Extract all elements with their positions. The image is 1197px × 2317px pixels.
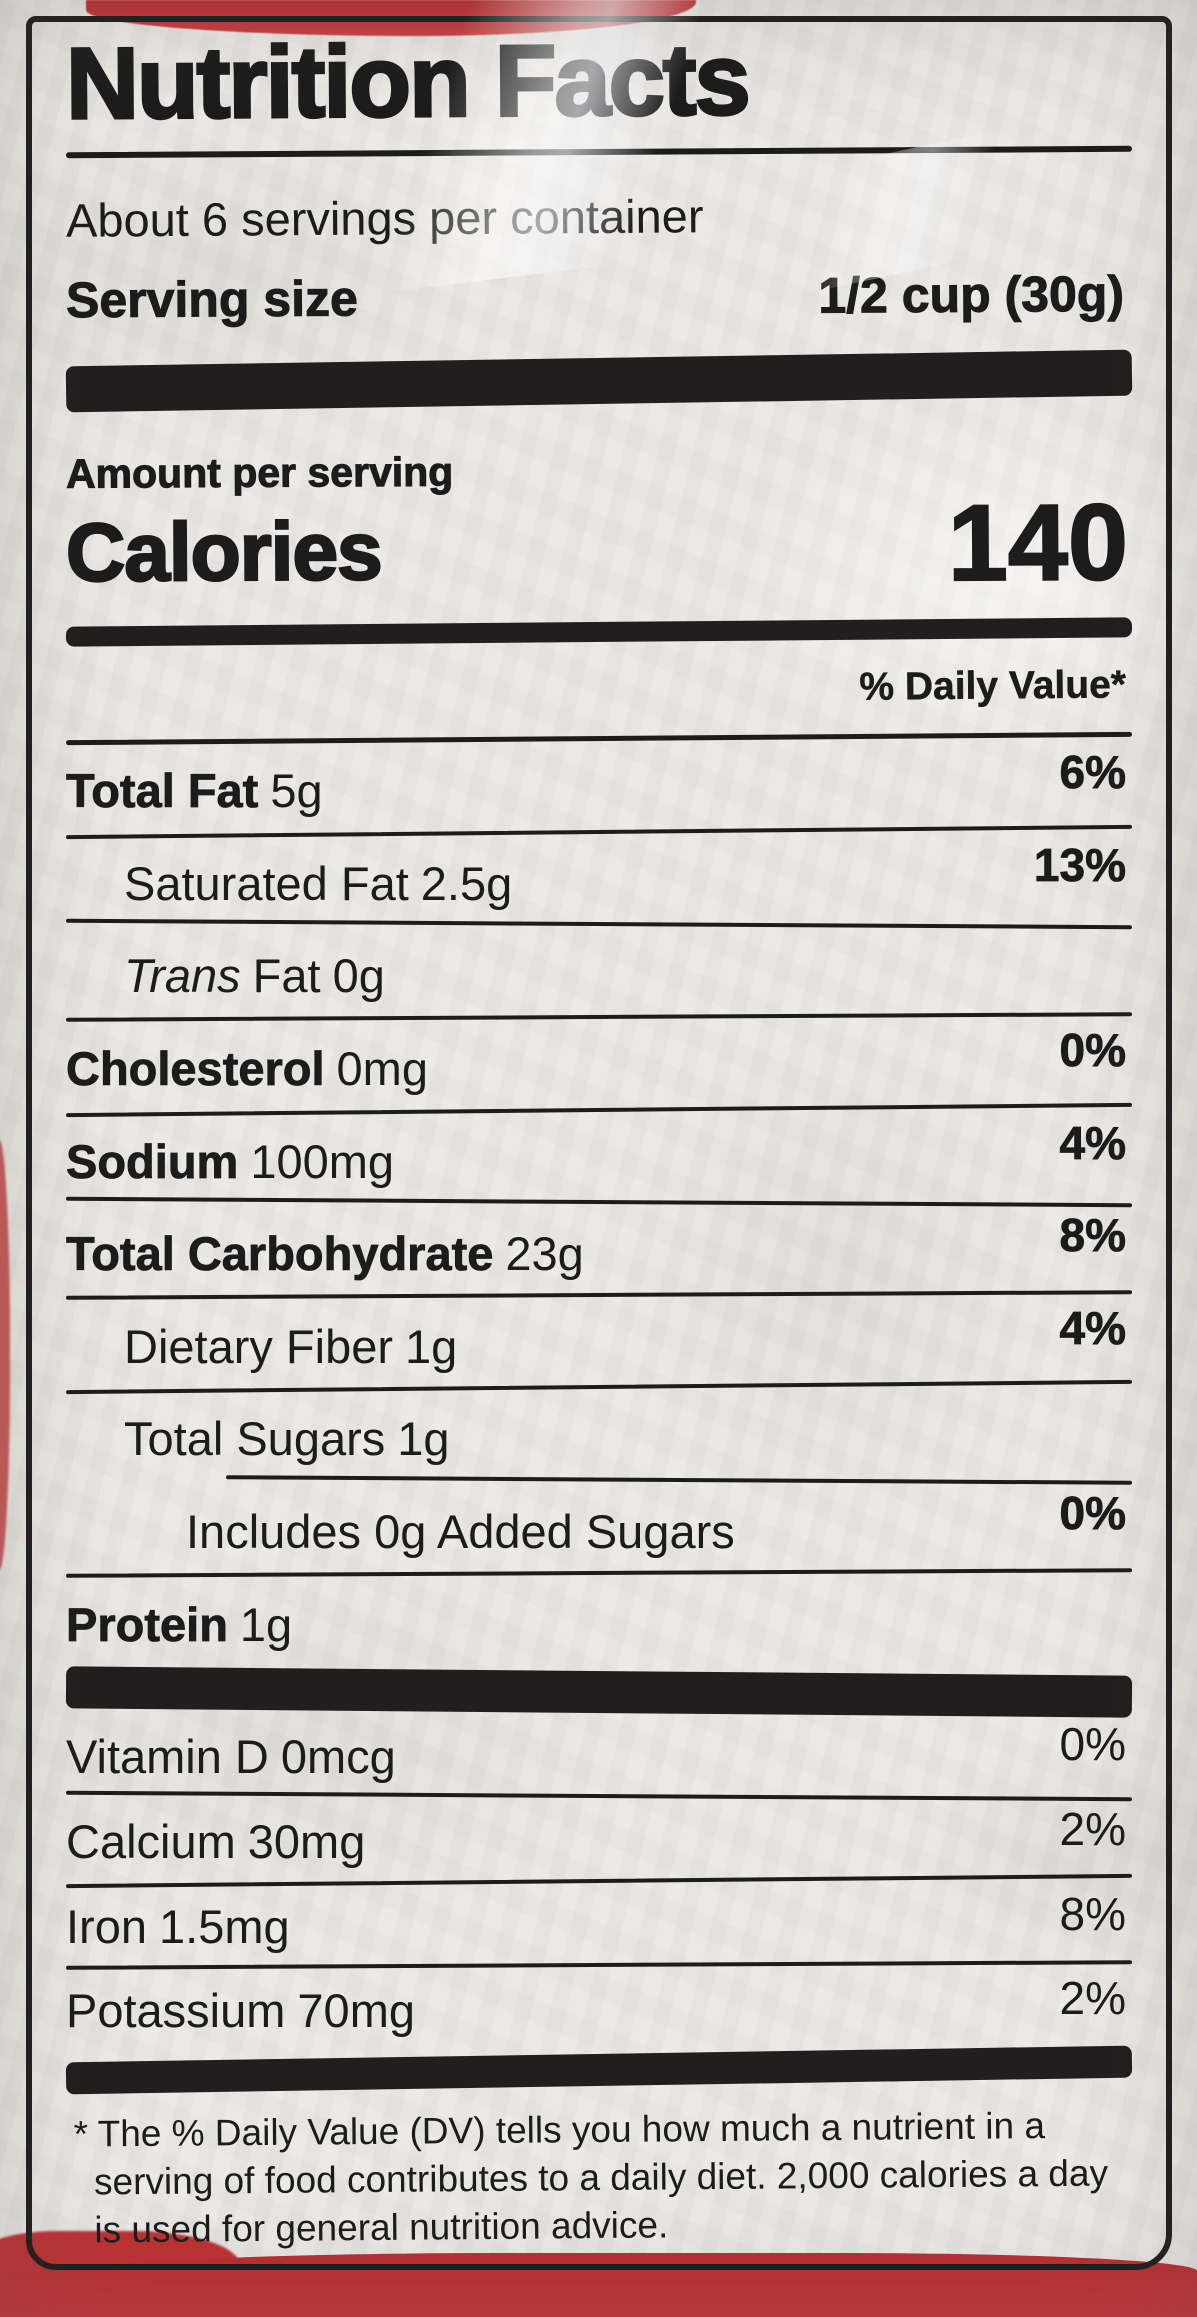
nutrient-name: Cholesterol xyxy=(66,1041,325,1095)
calories-value: 140 xyxy=(946,480,1129,604)
nutrient-row-trans-fat: Trans Fat 0g xyxy=(66,926,1132,1015)
nutrient-name: Total Fat xyxy=(66,764,259,818)
calories-row: Calories 140 xyxy=(65,480,1132,604)
nutrient-dv: 0% xyxy=(1059,1487,1126,1540)
nutrient-amount: 70mg xyxy=(297,1984,415,2038)
nutrient-amount: 0g xyxy=(332,949,385,1003)
nutrient-row-sodium: Sodium 100mg 4% xyxy=(66,1112,1132,1201)
medium-divider-calories xyxy=(65,617,1133,647)
micronutrient-row-potassium: Potassium 70mg 2% xyxy=(66,1967,1132,2048)
nutrient-dv: 8% xyxy=(1059,1887,1126,1940)
nutrient-name: Potassium xyxy=(66,1984,286,2038)
nutrient-amount: 0mg xyxy=(336,1041,428,1095)
bag-red-print-bottom xyxy=(0,2253,1197,2317)
micronutrient-row-vitamin-d: Vitamin D 0mcg 0% xyxy=(66,1713,1132,1794)
nutrient-name: Total Carbohydrate xyxy=(66,1227,494,1281)
bag-red-print-left-edge xyxy=(0,1140,10,1570)
nutrient-amount: 100mg xyxy=(250,1134,395,1188)
nutrient-dv: 2% xyxy=(1059,1972,1126,2025)
nutrient-amount: 1g xyxy=(405,1319,458,1373)
daily-value-footnote: * The % Daily Value (DV) tells you how m… xyxy=(73,2104,1109,2251)
nutrient-name: Vitamin D xyxy=(66,1730,269,1784)
serving-size-row: Serving size 1/2 cup (30g) xyxy=(65,265,1132,330)
nutrient-amount: 2.5g xyxy=(420,856,513,910)
nutrient-dv: 13% xyxy=(1033,838,1127,891)
label-title: Nutrition Facts xyxy=(64,23,750,142)
nutrient-row-total-fat: Total Fat 5g 6% xyxy=(66,741,1132,830)
nutrient-name: Fat xyxy=(252,949,321,1003)
nutrient-dv: 8% xyxy=(1059,1209,1126,1262)
nutrient-amount: 23g xyxy=(505,1227,584,1281)
nutrient-name: Protein xyxy=(66,1597,229,1651)
nutrient-name: Calcium xyxy=(66,1814,236,1868)
serving-size-label: Serving size xyxy=(65,270,358,329)
nutrition-facts-label: Nutrition Facts About 6 servings per con… xyxy=(26,16,1172,2270)
nutrient-dv: 2% xyxy=(1059,1802,1126,1855)
micronutrient-row-iron: Iron 1.5mg 8% xyxy=(66,1883,1132,1964)
nutrient-amount: 1g xyxy=(239,1597,293,1651)
thick-divider-bottom xyxy=(65,2045,1133,2095)
serving-size-value: 1/2 cup (30g) xyxy=(818,265,1125,324)
micronutrient-table: Vitamin D 0mcg 0% Calcium 30mg 2% Iron 1.5m… xyxy=(65,1713,1133,2048)
thick-divider-middle xyxy=(65,1666,1133,1718)
nutrient-row-total-sugars: Total Sugars 1g xyxy=(66,1389,1132,1478)
nutrient-row-added-sugars: Includes 0g Added Sugars 0% xyxy=(66,1482,1132,1571)
nutrient-name: Saturated Fat xyxy=(124,856,409,910)
nutrient-name: Includes 0g Added Sugars xyxy=(186,1505,735,1559)
nutrient-row-protein: Protein 1g xyxy=(66,1575,1132,1664)
nutrient-row-saturated-fat: Saturated Fat 2.5g 13% xyxy=(66,834,1132,923)
nutrient-amount: 1g xyxy=(397,1412,450,1466)
calories-label: Calories xyxy=(65,505,384,600)
nutrient-dv: 4% xyxy=(1059,1116,1126,1169)
thick-divider-top xyxy=(65,349,1133,413)
micronutrient-row-calcium: Calcium 30mg 2% xyxy=(66,1798,1132,1879)
servings-per-container: About 6 servings per container xyxy=(65,189,704,247)
nutrient-dv: 0% xyxy=(1059,1023,1126,1076)
divider-under-title xyxy=(65,145,1133,159)
nutrient-amount: 5g xyxy=(270,764,323,818)
nutrient-amount: 0mcg xyxy=(280,1730,396,1784)
nutrient-name: Sodium xyxy=(66,1134,239,1188)
nutrient-dv: 6% xyxy=(1059,746,1126,799)
nutrient-row-dietary-fiber: Dietary Fiber 1g 4% xyxy=(66,1297,1132,1386)
nutrient-row-total-carbohydrate: Total Carbohydrate 23g 8% xyxy=(66,1204,1132,1293)
nutrient-table: Total Fat 5g 6% Saturated Fat 2.5g 13% Tra… xyxy=(66,741,1133,1664)
nutrient-amount: 30mg xyxy=(247,1814,366,1868)
nutrient-dv: 4% xyxy=(1059,1301,1126,1354)
nutrient-row-cholesterol: Cholesterol 0mg 0% xyxy=(66,1019,1132,1108)
nutrient-name: Dietary Fiber xyxy=(124,1319,394,1373)
nutrient-name-italic: Trans xyxy=(124,949,241,1003)
nutrient-name: Iron xyxy=(66,1899,147,1953)
nutrient-name: Total Sugars xyxy=(124,1412,386,1466)
daily-value-header: % Daily Value* xyxy=(859,663,1127,709)
nutrient-dv: 0% xyxy=(1059,1718,1126,1771)
nutrient-amount: 1.5mg xyxy=(159,1899,290,1953)
